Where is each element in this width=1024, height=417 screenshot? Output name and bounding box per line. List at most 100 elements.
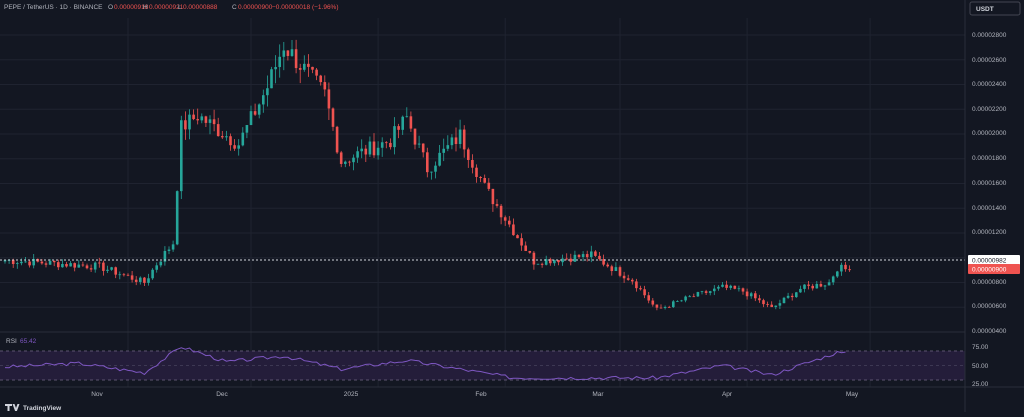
candle-body[interactable] — [335, 126, 339, 153]
candle-body[interactable] — [713, 288, 716, 292]
candle-body[interactable] — [298, 68, 302, 70]
candle-body[interactable] — [647, 295, 650, 301]
candle-body[interactable] — [737, 288, 741, 290]
candle-body[interactable] — [282, 50, 286, 57]
candle-body[interactable] — [200, 116, 204, 121]
candle-body[interactable] — [618, 267, 622, 276]
candle-body[interactable] — [270, 69, 273, 89]
candle-body[interactable] — [778, 303, 782, 306]
candle-body[interactable] — [733, 285, 737, 289]
candle-body[interactable] — [667, 307, 671, 308]
candle-body[interactable] — [196, 119, 199, 121]
candle-body[interactable] — [102, 262, 105, 271]
candle-body[interactable] — [434, 165, 437, 172]
candle-body[interactable] — [680, 300, 683, 302]
candle-body[interactable] — [294, 49, 298, 69]
candle-body[interactable] — [795, 292, 798, 298]
candle-body[interactable] — [147, 278, 150, 283]
candle-body[interactable] — [659, 307, 663, 309]
candle-body[interactable] — [762, 300, 765, 305]
candle-body[interactable] — [688, 296, 691, 298]
candle-body[interactable] — [134, 279, 138, 282]
candle-body[interactable] — [167, 249, 171, 251]
candle-body[interactable] — [557, 260, 560, 263]
candle-body[interactable] — [503, 217, 507, 221]
candle-body[interactable] — [315, 69, 318, 76]
candle-body[interactable] — [397, 126, 400, 130]
candle-body[interactable] — [114, 267, 117, 275]
candle-body[interactable] — [544, 259, 548, 265]
candle-body[interactable] — [348, 161, 351, 163]
candle-body[interactable] — [77, 264, 81, 268]
candle-body[interactable] — [614, 267, 618, 272]
candle-body[interactable] — [212, 119, 216, 125]
candle-body[interactable] — [413, 128, 417, 145]
candle-body[interactable] — [626, 278, 630, 280]
candle-body[interactable] — [467, 149, 470, 160]
symbol-title[interactable]: PEPE / TetherUS · 1D · BINANCE — [4, 4, 103, 11]
candle-body[interactable] — [385, 142, 388, 144]
candle-body[interactable] — [581, 254, 585, 258]
candle-body[interactable] — [130, 275, 134, 280]
candle-body[interactable] — [225, 136, 228, 138]
candle-body[interactable] — [643, 289, 646, 296]
candle-body[interactable] — [143, 277, 146, 283]
candle-body[interactable] — [69, 263, 72, 267]
candle-body[interactable] — [450, 137, 454, 146]
candle-body[interactable] — [122, 274, 126, 276]
candle-body[interactable] — [745, 291, 749, 297]
candle-body[interactable] — [175, 191, 179, 245]
candle-body[interactable] — [262, 95, 265, 105]
candle-body[interactable] — [479, 176, 482, 179]
candle-body[interactable] — [266, 88, 269, 96]
candle-body[interactable] — [257, 104, 261, 115]
candle-body[interactable] — [622, 275, 626, 279]
candle-body[interactable] — [655, 304, 659, 308]
candle-body[interactable] — [844, 264, 847, 270]
candle-body[interactable] — [770, 304, 773, 308]
candle-body[interactable] — [393, 126, 396, 148]
candle-body[interactable] — [684, 296, 687, 301]
candle-body[interactable] — [28, 261, 31, 266]
candle-body[interactable] — [438, 152, 441, 166]
candle-body[interactable] — [651, 300, 655, 305]
currency-badge[interactable] — [969, 1, 1021, 16]
candle-body[interactable] — [11, 259, 15, 265]
candle-body[interactable] — [274, 67, 277, 70]
candle-body[interactable] — [528, 250, 532, 253]
candle-body[interactable] — [499, 205, 503, 218]
candle-body[interactable] — [409, 116, 413, 129]
candle-body[interactable] — [524, 245, 527, 251]
candle-body[interactable] — [717, 286, 720, 289]
candle-body[interactable] — [594, 251, 597, 256]
candle-body[interactable] — [446, 145, 450, 149]
candle-body[interactable] — [65, 264, 68, 267]
candle-body[interactable] — [32, 258, 35, 266]
candle-body[interactable] — [171, 244, 175, 250]
candle-body[interactable] — [216, 124, 220, 137]
candle-body[interactable] — [307, 63, 310, 67]
candle-body[interactable] — [676, 301, 679, 302]
candle-body[interactable] — [303, 63, 306, 70]
candle-body[interactable] — [139, 277, 142, 282]
candle-body[interactable] — [754, 293, 757, 299]
candle-body[interactable] — [700, 291, 704, 293]
candle-body[interactable] — [319, 75, 322, 83]
candle-body[interactable] — [790, 295, 794, 298]
candle-body[interactable] — [487, 182, 491, 189]
candle-body[interactable] — [221, 136, 224, 138]
candle-body[interactable] — [508, 220, 511, 225]
candle-body[interactable] — [495, 204, 499, 206]
candle-body[interactable] — [840, 264, 843, 272]
candle-body[interactable] — [520, 238, 523, 246]
candle-body[interactable] — [696, 292, 700, 297]
time-axis[interactable]: Nov Dec 2025 Feb Mar Apr May — [91, 391, 859, 398]
candle-body[interactable] — [3, 260, 7, 262]
candle-body[interactable] — [253, 111, 257, 115]
candle-body[interactable] — [352, 157, 355, 163]
candle-body[interactable] — [233, 145, 236, 149]
candle-body[interactable] — [61, 264, 64, 268]
candle-body[interactable] — [426, 152, 429, 173]
candle-body[interactable] — [471, 159, 474, 168]
